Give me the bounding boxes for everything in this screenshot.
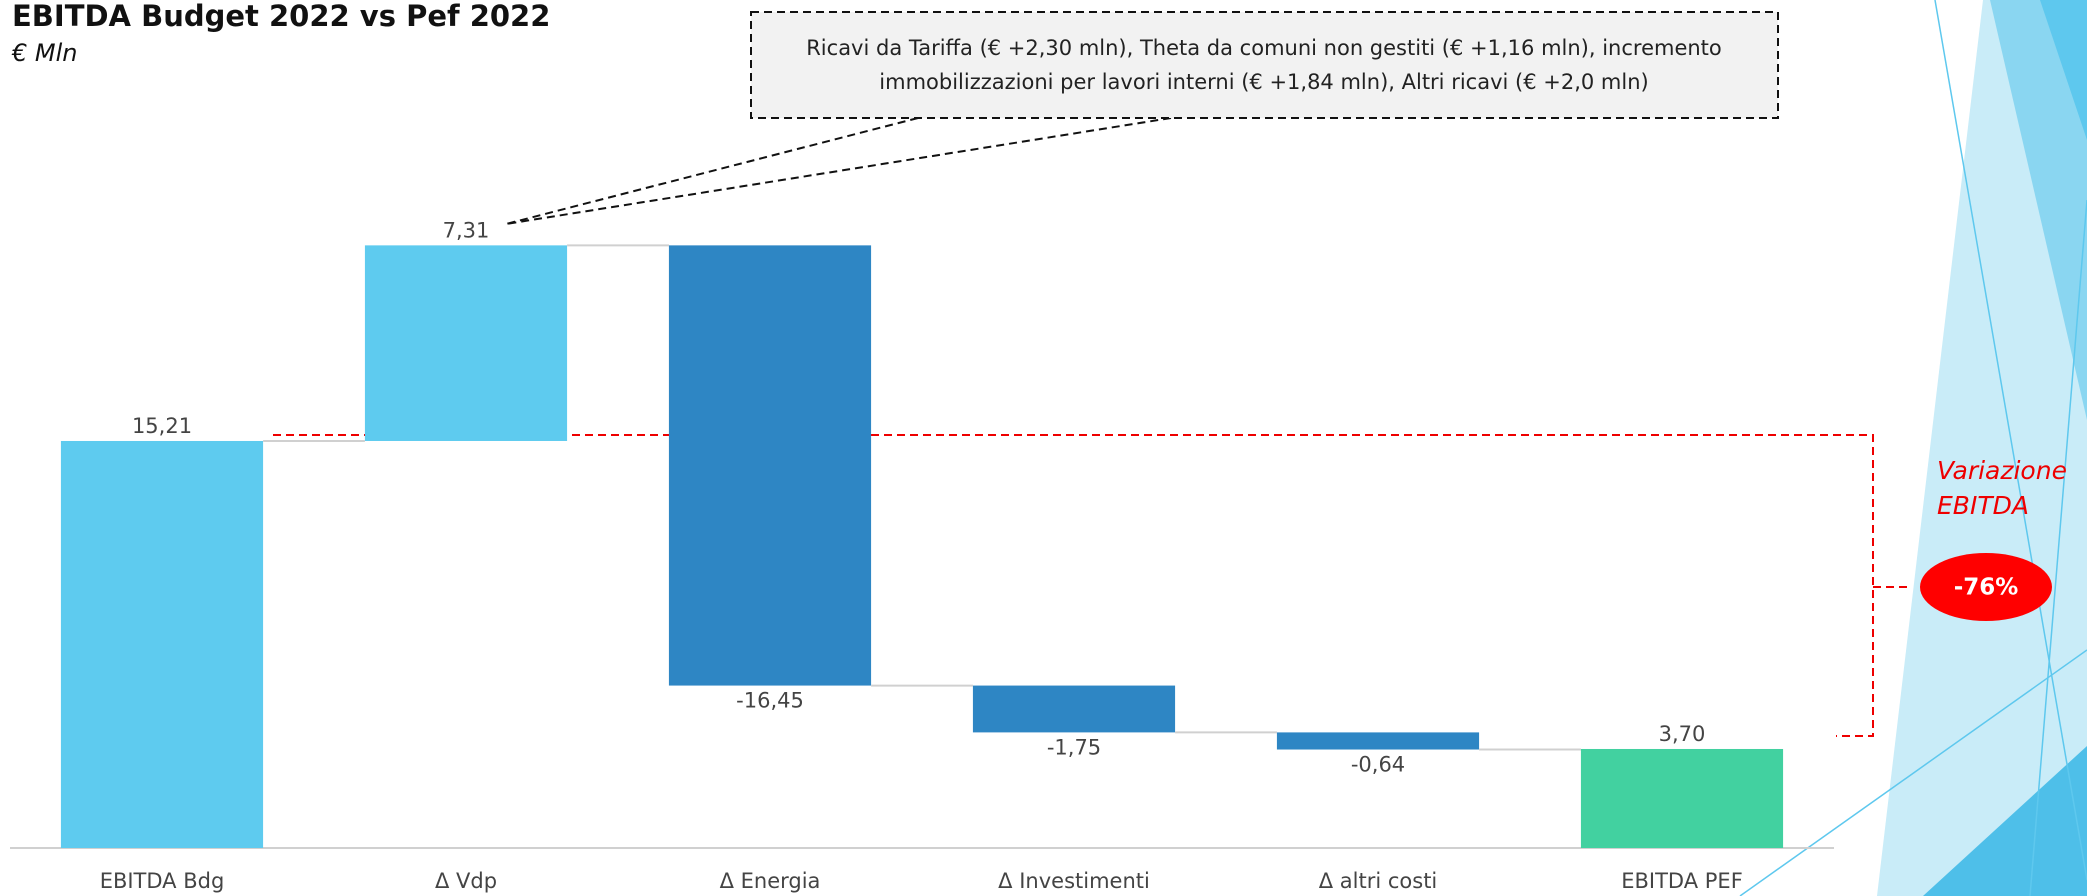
data-label: -0,64 bbox=[1351, 753, 1405, 777]
data-label: -1,75 bbox=[1047, 735, 1101, 759]
x-tick-label: Δ Investimenti bbox=[998, 869, 1150, 893]
data-label: 15,21 bbox=[132, 414, 192, 438]
bar bbox=[1580, 748, 1784, 848]
x-tick-label: EBITDA Bdg bbox=[100, 869, 225, 893]
x-tick-label: EBITDA PEF bbox=[1621, 869, 1743, 893]
callout-text: Ricavi da Tariffa (€ +2,30 mln), Theta d… bbox=[806, 36, 1722, 60]
bar bbox=[668, 245, 872, 686]
bar bbox=[364, 245, 568, 441]
callout: Ricavi da Tariffa (€ +2,30 mln), Theta d… bbox=[505, 11, 1779, 225]
x-tick-label: Δ Energia bbox=[720, 869, 821, 893]
bar bbox=[1276, 732, 1480, 750]
chart-title: EBITDA Budget 2022 vs Pef 2022 bbox=[12, 0, 550, 33]
x-tick-label: Δ Vdp bbox=[435, 869, 497, 893]
data-label: -16,45 bbox=[736, 689, 804, 713]
variation: -76% Variazione EBITDA bbox=[273, 434, 2067, 737]
data-label: 7,31 bbox=[443, 218, 490, 242]
variation-value: -76% bbox=[1954, 575, 2019, 601]
x-tick-label: Δ altri costi bbox=[1319, 869, 1438, 893]
chart-subtitle: € Mln bbox=[11, 39, 77, 67]
bar bbox=[60, 440, 264, 848]
callout-text: immobilizzazioni per lavori interni (€ +… bbox=[879, 70, 1648, 94]
data-label: 3,70 bbox=[1659, 722, 1706, 746]
variation-label: Variazione bbox=[1937, 456, 2067, 485]
background-decoration bbox=[1739, 0, 2087, 896]
bar bbox=[972, 685, 1176, 733]
variation-label: EBITDA bbox=[1937, 491, 2029, 520]
